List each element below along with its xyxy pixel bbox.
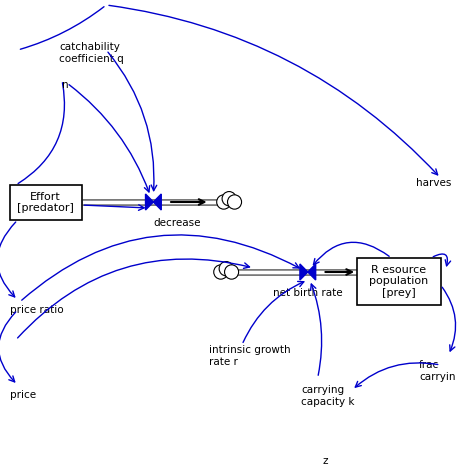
Text: catchability
coefficient q: catchability coefficient q [59, 42, 124, 64]
Bar [10, 185, 82, 220]
Polygon shape [146, 194, 161, 210]
Text: n: n [62, 80, 69, 90]
Text: frac
carryin: frac carryin [419, 360, 456, 382]
Circle shape [217, 195, 231, 209]
Circle shape [228, 195, 242, 209]
Circle shape [225, 265, 238, 279]
Text: price: price [10, 390, 36, 400]
Bar [357, 258, 440, 305]
Text: price ratio: price ratio [10, 305, 64, 315]
Text: intrinsic growth
rate r: intrinsic growth rate r [210, 345, 291, 366]
Text: decrease: decrease [154, 218, 201, 228]
Text: z: z [322, 456, 328, 466]
Circle shape [214, 265, 228, 279]
Text: net birth rate: net birth rate [273, 288, 343, 298]
Text: R esource
population
[prey]: R esource population [prey] [369, 265, 428, 298]
Circle shape [222, 191, 236, 206]
Text: carrying
capacity k: carrying capacity k [301, 385, 355, 407]
Text: Effort
[predator]: Effort [predator] [17, 191, 74, 213]
Polygon shape [300, 264, 316, 280]
Circle shape [219, 262, 233, 276]
Text: harves: harves [416, 178, 451, 188]
